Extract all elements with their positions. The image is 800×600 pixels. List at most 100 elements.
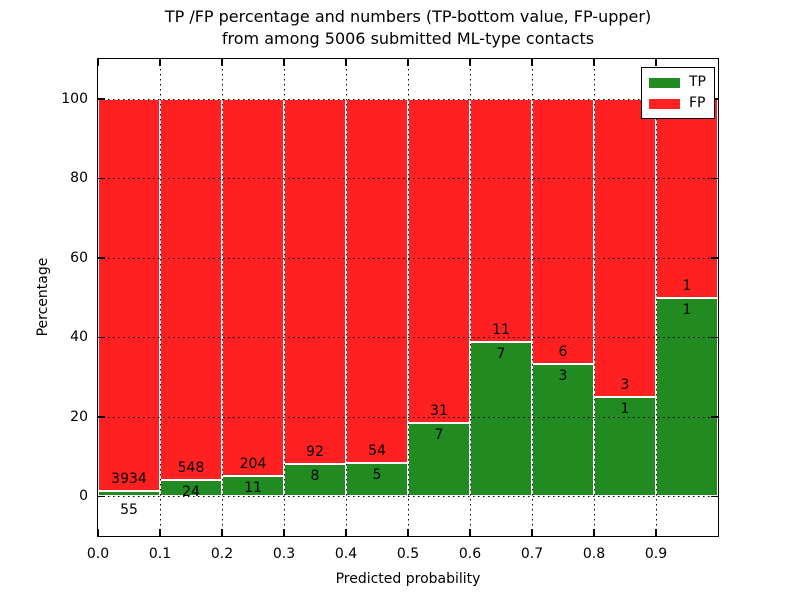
y-tick-label: 80: [70, 170, 88, 187]
legend-item-fp: FP: [649, 93, 706, 114]
x-tick: [593, 529, 595, 536]
x-tick-label: 0.9: [644, 546, 668, 562]
x-tick-top: [531, 59, 533, 66]
y-tick-right: [711, 336, 718, 338]
x-tick: [283, 529, 285, 536]
tp-bar: [346, 462, 408, 497]
fp-bar: [284, 98, 346, 465]
x-tick: [469, 529, 471, 536]
y-tick-label: 60: [70, 249, 88, 266]
x-tick: [407, 529, 409, 536]
tp-bar: [284, 464, 346, 497]
fp-bar: [98, 98, 160, 491]
fp-bar: [470, 98, 532, 342]
fp-bar: [346, 98, 408, 463]
fp-count-label: 6: [558, 343, 568, 360]
fp-bar: [222, 98, 284, 476]
plot-area: TP FP 3934 55 548 24 204 11 92 8 54 5 31 7 11 7 6 3 3 1 1 1: [97, 58, 719, 537]
chart-title-line2: from among 5006 submitted ML-type contac…: [221, 29, 595, 48]
tp-count-label: 55: [120, 502, 138, 519]
y-tick: [98, 495, 105, 497]
x-tick-top: [407, 59, 409, 66]
legend-label-tp: TP: [689, 74, 706, 90]
y-tick: [98, 257, 105, 259]
x-tick-top: [655, 59, 657, 66]
y-tick-label: 20: [70, 408, 88, 425]
x-gridline: [222, 59, 223, 536]
tp-swatch: [649, 77, 680, 88]
y-tick-label: 40: [70, 329, 88, 346]
x-tick-top: [159, 59, 161, 66]
x-tick-label: 0.5: [396, 546, 420, 562]
x-gridline: [594, 59, 595, 536]
fp-count-label: 92: [306, 444, 324, 461]
x-gridline: [408, 59, 409, 536]
fp-count-label: 31: [430, 403, 448, 420]
x-tick-label: 0.0: [86, 546, 110, 562]
fp-count-label: 3934: [111, 470, 147, 487]
x-gridline: [284, 59, 285, 536]
tp-count-label: 3: [558, 367, 568, 384]
fp-swatch: [649, 98, 680, 109]
x-tick-label: 0.2: [210, 546, 234, 562]
legend-item-tp: TP: [649, 72, 706, 93]
y-tick-right: [711, 177, 718, 179]
x-tick-top: [345, 59, 347, 66]
fp-count-label: 3: [620, 376, 630, 393]
y-tick-right: [711, 257, 718, 259]
x-tick: [221, 529, 223, 536]
fp-count-label: 204: [239, 455, 267, 472]
fp-bar: [532, 98, 594, 364]
y-tick-right: [711, 495, 718, 497]
tp-bar: [470, 341, 532, 497]
x-tick-top: [469, 59, 471, 66]
x-tick: [531, 529, 533, 536]
x-axis-label: Predicted probability: [335, 571, 481, 587]
y-axis-label: Percentage: [35, 257, 51, 337]
legend-label-fp: FP: [689, 95, 706, 111]
legend: TP FP: [641, 67, 715, 119]
chart-title-line1: TP /FP percentage and numbers (TP-bottom…: [164, 7, 652, 26]
x-tick-top: [283, 59, 285, 66]
fp-count-label: 11: [492, 321, 510, 338]
x-gridline: [160, 59, 161, 536]
x-tick: [345, 529, 347, 536]
fp-count-label: 1: [682, 277, 692, 294]
tp-count-label: 24: [182, 483, 200, 500]
y-tick-label: 100: [61, 90, 88, 107]
x-tick: [159, 529, 161, 536]
tp-count-label: 11: [244, 479, 262, 496]
x-tick-top: [97, 59, 99, 66]
chart-title: TP /FP percentage and numbers (TP-bottom…: [97, 6, 719, 50]
x-gridline: [470, 59, 471, 536]
tp-bar: [98, 490, 160, 497]
fp-bar: [160, 98, 222, 480]
x-tick-label: 0.4: [334, 546, 358, 562]
x-tick-top: [221, 59, 223, 66]
fp-count-label: 548: [177, 459, 205, 476]
x-gridline: [656, 59, 657, 536]
tp-count-label: 1: [682, 301, 692, 318]
tp-bar: [532, 363, 594, 497]
x-tick-label: 0.3: [272, 546, 296, 562]
fp-count-label: 54: [368, 442, 386, 459]
tp-bar: [656, 297, 718, 497]
y-tick: [98, 336, 105, 338]
tp-count-label: 8: [310, 468, 320, 485]
x-tick-label: 0.6: [458, 546, 482, 562]
x-gridline: [532, 59, 533, 536]
y-tick: [98, 416, 105, 418]
x-tick: [97, 529, 99, 536]
y-tick-label: 0: [79, 488, 88, 505]
x-tick: [655, 529, 657, 536]
tp-count-label: 7: [496, 345, 506, 362]
x-tick-label: 0.8: [582, 546, 606, 562]
y-tick: [98, 98, 105, 100]
tp-count-label: 7: [434, 427, 444, 444]
fp-bar: [408, 98, 470, 424]
x-tick-label: 0.1: [148, 546, 172, 562]
y-tick: [98, 177, 105, 179]
tp-count-label: 1: [620, 400, 630, 417]
y-tick-right: [711, 416, 718, 418]
